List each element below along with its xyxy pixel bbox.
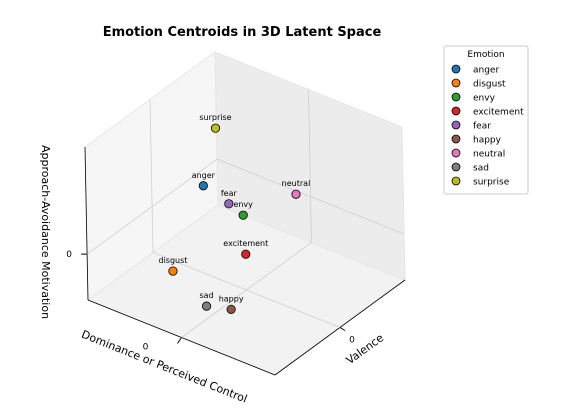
x-tick-label: 0 (143, 343, 149, 353)
legend-swatch (451, 176, 461, 186)
x-tick (177, 337, 182, 344)
legend-label: fear (473, 122, 491, 132)
legend-title: Emotion (467, 50, 504, 60)
point-label: anger (192, 171, 216, 180)
grid-line (216, 158, 405, 235)
grid-line (308, 89, 312, 243)
y-tick-label: 0 (349, 336, 355, 346)
point (201, 301, 212, 311)
point-label: excitement (223, 239, 268, 248)
grid-line (86, 158, 218, 255)
legend-label: anger (473, 66, 499, 76)
point-label: fear (221, 189, 238, 198)
chart-title: Emotion Centroids in 3D Latent Space (103, 25, 382, 40)
legend-label: sad (473, 164, 489, 174)
point (238, 210, 248, 220)
z-tick-label: 0 (66, 250, 72, 260)
point (226, 304, 236, 314)
legend-swatch (451, 148, 461, 158)
point (168, 266, 178, 276)
legend-label: envy (473, 94, 496, 104)
point-label: envy (233, 200, 253, 209)
legend-box (443, 45, 529, 195)
y-tick (339, 327, 346, 331)
legend-swatch (451, 134, 461, 144)
point (241, 249, 251, 259)
legend-label: surprise (473, 178, 510, 188)
legend-swatch (451, 92, 461, 102)
point-label: sad (199, 291, 213, 300)
grid-line (152, 252, 341, 328)
legend-swatch (451, 78, 461, 88)
z-axis-line (84, 146, 89, 301)
point (291, 189, 301, 199)
legend-label: excitement (473, 108, 524, 118)
z-axis-label: Approach-Avoidance Motivation (39, 145, 52, 319)
legend-swatch (451, 64, 461, 74)
point (198, 181, 208, 191)
point-label: happy (219, 294, 244, 303)
legend-swatch (451, 162, 461, 172)
point-label: neutral (282, 179, 311, 188)
legend-swatch (451, 120, 461, 130)
legend-label: neutral (473, 150, 505, 160)
point-label: disgust (158, 256, 187, 265)
legend-swatch (451, 106, 461, 116)
point (224, 199, 234, 209)
legend-label: happy (473, 136, 502, 146)
point-label: surprise (199, 113, 231, 122)
point (210, 123, 221, 133)
grid-line (149, 99, 154, 253)
legend-label: disgust (473, 80, 506, 90)
